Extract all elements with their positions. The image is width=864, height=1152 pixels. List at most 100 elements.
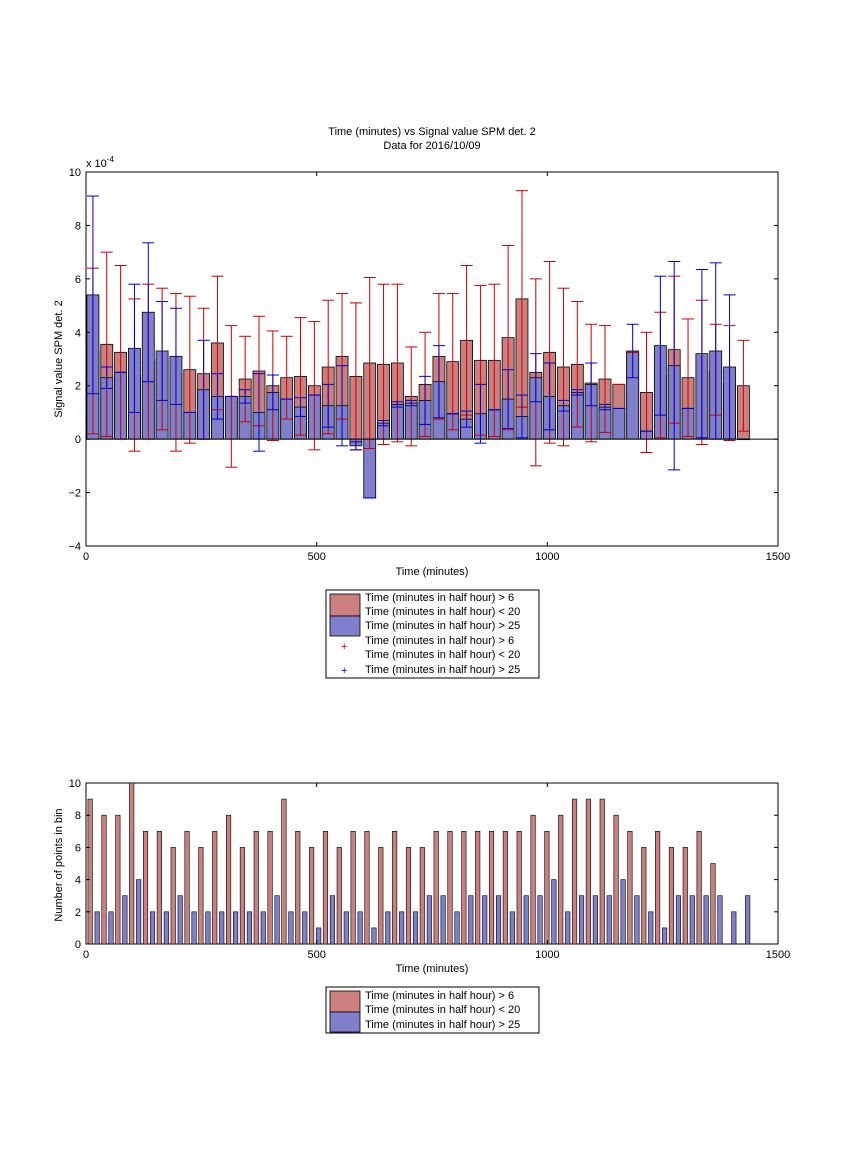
y-exponent-power: -4: [107, 155, 115, 164]
count-bar-blue: [108, 911, 114, 945]
count-bar-red: [226, 814, 232, 945]
count-bar-red: [198, 847, 204, 945]
count-bar-red: [655, 830, 661, 945]
count-bar-blue: [122, 895, 128, 945]
count-bar-blue: [177, 895, 183, 945]
count-bar-red: [142, 830, 149, 945]
count-bar-red: [668, 847, 675, 945]
legend: Time (minutes in half hour) > 6 Time (mi…: [325, 589, 540, 679]
count-bar-blue: [163, 911, 169, 945]
y-tick-label: 4: [75, 327, 81, 339]
count-bar-red: [433, 830, 439, 945]
count-bar-blue: [703, 895, 709, 945]
count-bar-blue: [675, 895, 682, 945]
y-tick-label: −4: [68, 541, 81, 553]
count-bar-red: [129, 782, 135, 945]
count-bar-blue: [606, 895, 612, 945]
legend-blue-line1: Time (minutes in half hour) > 25: [365, 620, 520, 632]
count-bar-red: [405, 847, 412, 945]
count-bar-series-blue: [94, 879, 751, 945]
count-bar-blue: [205, 911, 211, 945]
count-bar-blue: [357, 911, 363, 945]
legend-2: Time (minutes in half hour) > 6 Time (mi…: [325, 986, 540, 1034]
count-bar-blue: [316, 927, 322, 945]
legend2-red-line1: Time (minutes in half hour) > 6: [365, 990, 514, 1002]
y-tick-label: 2: [75, 381, 81, 393]
bar-blue: [612, 408, 626, 440]
count-bar-red: [253, 830, 259, 945]
count-bar-blue: [634, 895, 640, 945]
count-bar-red: [475, 830, 481, 945]
count-bar-blue: [191, 911, 197, 945]
count-bar-blue: [399, 911, 405, 945]
count-bar-blue: [565, 911, 571, 945]
count-bar-red: [530, 814, 536, 945]
count-bar-red: [322, 830, 329, 945]
legend-box: [325, 589, 540, 679]
count-bar-red: [115, 814, 121, 945]
legend-box-2: [325, 986, 540, 1034]
count-bar-blue: [551, 879, 557, 945]
count-x-tick-label: 500: [307, 949, 325, 961]
count-bar-blue: [426, 895, 432, 945]
count-y-tick-label: 10: [69, 778, 81, 790]
count-bar-red: [392, 830, 398, 945]
count-bar-blue: [219, 911, 225, 945]
legend-marker-red-icon: +: [341, 641, 347, 653]
count-y-tick-label: 0: [75, 939, 81, 951]
x-tick-label: 1500: [766, 551, 790, 563]
count-bar-blue: [385, 911, 391, 945]
count-bar-red: [364, 830, 370, 945]
count-bar-red: [585, 798, 591, 945]
count-bar-blue: [689, 895, 695, 945]
chart-title: Time (minutes) vs Signal value SPM det. …: [328, 126, 535, 138]
count-bar-blue: [136, 879, 142, 945]
count-bar-blue: [288, 911, 294, 945]
count-bar-blue: [468, 895, 474, 945]
count-bar-blue: [246, 911, 252, 945]
count-bar-blue: [371, 927, 377, 945]
count-bar-blue: [260, 911, 266, 945]
legend2-red-line2: Time (minutes in half hour) < 20: [365, 1004, 520, 1016]
count-bar-red: [461, 830, 467, 945]
count-bar-red: [309, 847, 315, 945]
y-tick-label: 6: [75, 274, 81, 286]
count-bar-red: [502, 830, 508, 945]
count-bar-series-red: [87, 782, 716, 945]
count-chart: 0 2 4 6 8 10 0 500 1000 1500 Time (minutes) Numb…: [53, 778, 790, 1034]
count-bar-blue: [717, 895, 723, 945]
count-y-tick-label: 6: [75, 842, 81, 854]
count-bar-blue: [233, 911, 239, 945]
count-bar-red: [516, 830, 522, 945]
y-tick-label: 10: [69, 167, 81, 179]
count-bar-red: [101, 814, 107, 945]
count-bar-blue: [302, 911, 308, 945]
count-bar-red: [627, 830, 633, 945]
count-bar-blue: [412, 911, 419, 945]
y-axis-ticks: −4 −2 0 2 4 6 8 10: [68, 167, 778, 553]
plot-frame: [85, 171, 779, 547]
signal-chart: Time (minutes) vs Signal value SPM det. …: [53, 126, 790, 679]
x-axis-ticks: 0 500 1000 1500: [83, 172, 790, 563]
legend2-swatch-red: [329, 990, 361, 1013]
y-axis-label: Signal value SPM det. 2: [53, 300, 65, 417]
count-bar-blue: [537, 895, 543, 945]
count-bar-blue: [343, 911, 349, 945]
count-bar-red: [156, 830, 162, 945]
count-bar-blue: [509, 911, 515, 945]
legend2-swatch-blue: [329, 1011, 361, 1033]
y-exponent-base: x 10: [86, 158, 107, 170]
count-bar-blue: [620, 879, 626, 945]
legend-red-line2: Time (minutes in half hour) < 20: [365, 606, 520, 618]
count-bar-red: [488, 830, 495, 945]
chart-subtitle: Data for 2016/10/09: [383, 140, 480, 152]
plot-frame-2: [85, 782, 779, 945]
count-bar-blue: [440, 895, 446, 945]
y-tick-label: 8: [75, 220, 81, 232]
count-bar-red: [599, 798, 605, 945]
x-axis-label-2: Time (minutes): [396, 963, 469, 975]
count-bar-blue: [454, 911, 460, 945]
legend2-blue-line1: Time (minutes in half hour) > 25: [365, 1019, 520, 1031]
count-bar-red: [336, 847, 342, 945]
